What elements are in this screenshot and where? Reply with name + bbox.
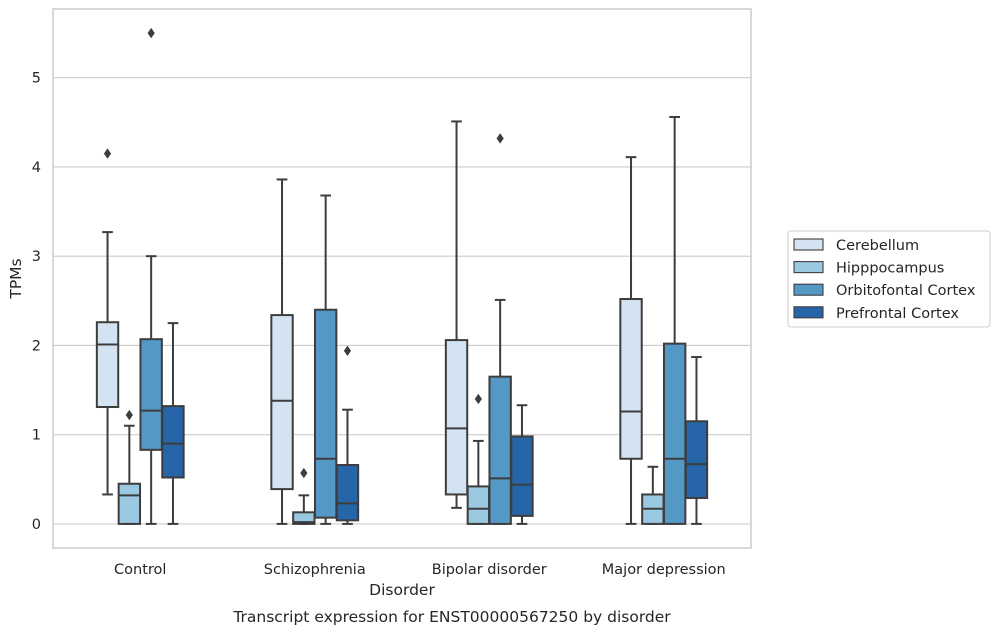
y-tick-label: 3 [32,249,41,265]
box-group [161,322,185,525]
box-group [510,404,534,525]
outlier-point [496,133,504,144]
outlier-point [343,345,352,356]
box-group [117,409,142,525]
y-tick-label: 4 [32,160,41,176]
box-group [292,467,316,525]
box [313,308,338,519]
box [139,338,163,451]
box [488,375,512,525]
box [335,464,360,522]
boxes [95,27,709,525]
box [662,342,687,525]
legend-label: Orbitofontal Cortex [836,283,976,299]
legend-swatch [793,261,824,274]
outlier-point [103,148,112,159]
y-axis-label: TPMs [7,258,25,299]
legend-swatch [793,306,824,319]
box [510,435,534,517]
legend: Cerebellum Hipppocampus Orbitofontal Corte… [787,230,991,328]
box [95,321,120,409]
box-group [444,120,469,509]
box-group [488,133,512,525]
box [444,339,469,496]
chart-caption: Transcript expression for ENST0000056725… [232,608,671,626]
legend-label: Hipppocampus [836,261,944,277]
box [161,405,185,479]
box-group [313,194,338,525]
x-axis-ticks: Control Schizophrenia Bipolar disorder Majo… [114,562,726,578]
x-tick-label: Control [114,562,166,578]
box [466,485,491,525]
legend-swatch [793,238,824,251]
box-group [95,148,120,496]
box-group [139,27,163,525]
x-tick-label: Bipolar disorder [432,562,547,578]
box-group [270,178,294,525]
outlier-point [474,393,482,405]
x-tick-label: Major depression [602,562,726,578]
y-tick-label: 0 [32,517,41,533]
box-group [684,356,709,525]
plot-frame [52,8,752,549]
box [619,298,643,460]
legend-label: Prefrontal Cortex [836,306,959,322]
y-tick-label: 1 [32,428,41,444]
legend-label: Cerebellum [836,238,919,254]
x-tick-label: Schizophrenia [264,562,366,578]
box [270,314,294,491]
box [684,420,709,500]
x-axis-label: Disorder [369,581,435,599]
legend-items: Cerebellum Hipppocampus Orbitofontal Corte… [793,238,976,322]
y-tick-label: 2 [32,338,41,354]
outlier-point [300,467,308,479]
box-group [619,156,643,525]
box-group [335,345,360,525]
outlier-point [147,27,155,39]
legend-frame [787,230,991,328]
legend-swatch [793,283,824,296]
y-axis-ticks: 0 1 2 3 4 5 [32,71,41,533]
box [117,482,142,525]
y-tick-label: 5 [32,71,41,87]
outlier-point [125,409,133,421]
